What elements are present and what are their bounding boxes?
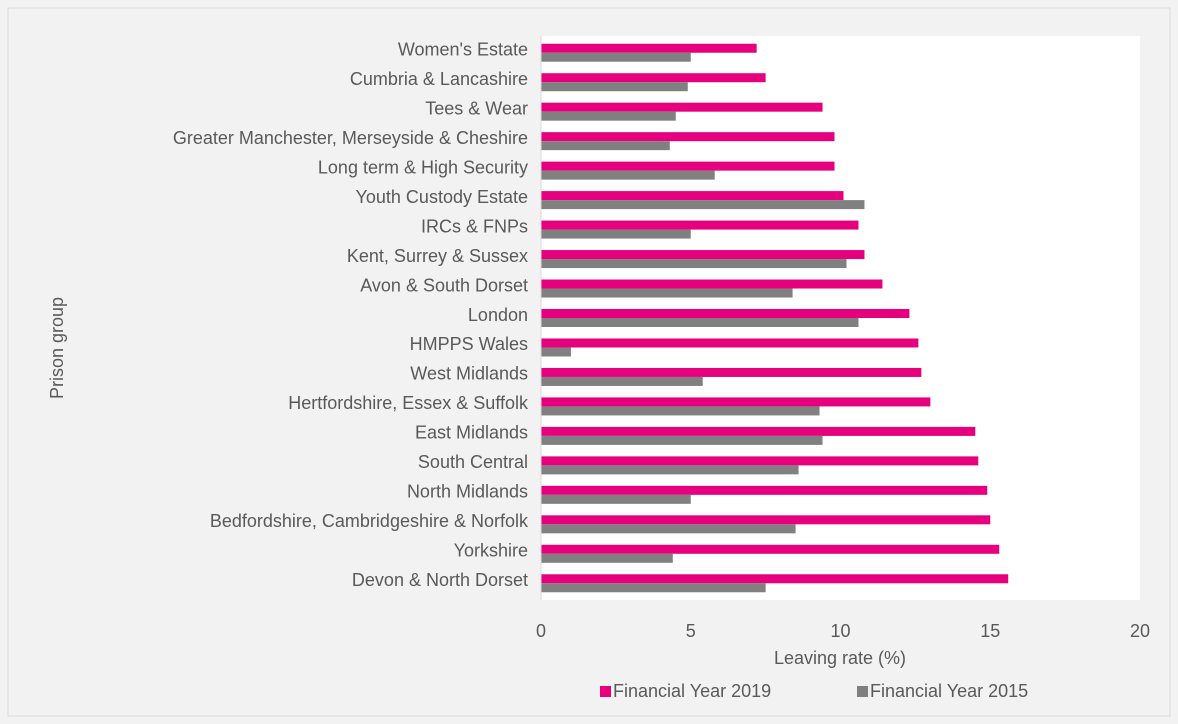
bar — [541, 132, 835, 142]
x-tick-label: 20 — [1130, 621, 1150, 641]
bar — [541, 397, 931, 407]
bar — [541, 288, 793, 298]
bar — [541, 52, 691, 62]
y-tick-label: Avon & South Dorset — [360, 275, 528, 295]
bar — [541, 426, 976, 436]
y-tick-label: East Midlands — [415, 423, 528, 443]
bar — [541, 191, 844, 201]
y-tick-label: South Central — [418, 452, 528, 472]
bar — [541, 347, 571, 357]
bar — [541, 200, 865, 210]
y-tick-label: Bedfordshire, Cambridgeshire & Norfolk — [210, 511, 529, 531]
bar — [541, 111, 676, 121]
bar — [541, 43, 757, 53]
y-tick-label: London — [468, 305, 528, 325]
bar — [541, 309, 910, 318]
y-tick-label: Kent, Surrey & Sussex — [347, 246, 528, 266]
bar — [541, 485, 988, 495]
bar — [541, 102, 823, 112]
bar — [541, 73, 766, 83]
bar — [541, 170, 715, 180]
x-tick-label: 5 — [686, 621, 696, 641]
bar — [541, 435, 823, 445]
bar — [541, 553, 673, 563]
y-tick-label: Hertfordshire, Essex & Suffolk — [288, 393, 529, 413]
bar — [541, 367, 922, 377]
y-tick-label: Yorkshire — [454, 541, 528, 561]
bar — [541, 524, 796, 534]
legend-swatch — [857, 686, 868, 697]
y-tick-label: IRCs & FNPs — [421, 216, 528, 236]
x-tick-label: 10 — [830, 621, 850, 641]
bar — [541, 220, 859, 230]
y-tick-label: Youth Custody Estate — [356, 187, 528, 207]
x-tick-label: 0 — [536, 621, 546, 641]
bar — [541, 515, 991, 525]
bar — [541, 583, 766, 593]
y-tick-label: Tees & Wear — [425, 98, 528, 118]
bar — [541, 494, 691, 504]
y-axis-title: Prison group — [47, 297, 67, 399]
bar — [541, 250, 865, 260]
bar — [541, 259, 847, 269]
y-tick-label: Cumbria & Lancashire — [350, 69, 528, 89]
bar — [541, 465, 799, 475]
bar — [541, 161, 835, 171]
x-tick-label: 15 — [980, 621, 1000, 641]
bar — [541, 544, 1000, 554]
bar — [541, 229, 691, 239]
bar — [541, 406, 820, 416]
bar — [541, 279, 883, 289]
y-tick-label: Long term & High Security — [318, 157, 528, 177]
bar — [541, 574, 1009, 584]
bar — [541, 376, 703, 386]
y-tick-label: Greater Manchester, Merseyside & Cheshir… — [173, 128, 528, 148]
y-tick-label: Devon & North Dorset — [352, 570, 528, 590]
bar — [541, 456, 979, 466]
legend-swatch — [600, 686, 611, 697]
y-tick-label: North Midlands — [407, 482, 528, 502]
bar — [541, 338, 919, 348]
y-tick-label: HMPPS Wales — [410, 334, 528, 354]
legend-label: Financial Year 2019 — [613, 681, 771, 701]
bar — [541, 318, 859, 327]
y-tick-label: Women's Estate — [398, 39, 528, 59]
bar — [541, 82, 688, 92]
bar — [541, 141, 670, 151]
x-axis-title: Leaving rate (%) — [774, 648, 906, 668]
legend-label: Financial Year 2015 — [870, 681, 1028, 701]
y-tick-label: West Midlands — [410, 364, 528, 384]
